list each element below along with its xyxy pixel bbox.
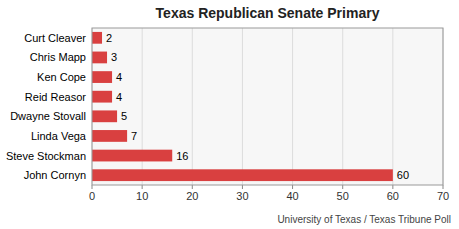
data-label: 5 [121,110,127,122]
tick-mark [292,185,293,189]
grid-line [392,28,393,185]
tick-mark [443,185,444,189]
bar [92,130,127,142]
tick-label: 20 [186,190,198,202]
data-label: 7 [131,130,137,142]
bar [92,52,107,64]
tick-label: 10 [136,190,148,202]
bars [92,32,393,181]
grid-line [192,28,193,185]
plot-frame [92,28,443,185]
tick-label: 60 [387,190,399,202]
tick-label: 50 [337,190,349,202]
bar [92,150,172,162]
chart: 0 10 20 30 40 50 60 70 60 16 75 4 4 3 2 John Cornyn Stev… [0,0,459,229]
data-label: 2 [106,32,112,44]
tick-label: 40 [286,190,298,202]
data-label: 60 [397,169,409,181]
tick-mark [242,185,243,189]
category-label: Steve Stockman [6,150,86,162]
data-labels: 60 16 75 4 4 3 2 [106,32,409,181]
footnote: University of Texas / Texas Tribune Poll [277,214,451,225]
grid-line [292,28,293,185]
x-grid [92,28,443,185]
plot-area [92,28,443,185]
data-label: 4 [116,71,122,83]
tick-label: 0 [89,190,95,202]
category-label: Reid Reasor [25,91,86,103]
tick-mark [142,185,143,189]
tick-label: 30 [236,190,248,202]
tick-mark [392,185,393,189]
category-label: Dwayne Stovall [10,110,86,122]
bar [92,71,112,83]
grid-line [242,28,243,185]
bar [92,32,102,44]
grid-line [342,28,343,185]
tick-mark [342,185,343,189]
y-axis: John Cornyn Steve Stockman Linda Vega Dwayn… [6,32,87,181]
bar [92,169,393,181]
category-label: Chris Mapp [30,51,86,63]
bar [92,110,117,122]
category-label: Curt Cleaver [24,32,86,44]
data-label: 3 [111,51,117,63]
category-label: John Cornyn [24,169,86,181]
tick-label: 70 [437,190,449,202]
data-label: 4 [116,91,122,103]
category-label: Ken Cope [37,71,86,83]
data-label: 16 [176,150,188,162]
x-axis: 0 10 20 30 40 50 60 70 [89,185,449,202]
category-label: Linda Vega [31,130,87,142]
bar [92,91,112,103]
title: Texas Republican Senate Primary [156,5,380,21]
tick-mark [192,185,193,189]
tick-mark [92,185,93,189]
